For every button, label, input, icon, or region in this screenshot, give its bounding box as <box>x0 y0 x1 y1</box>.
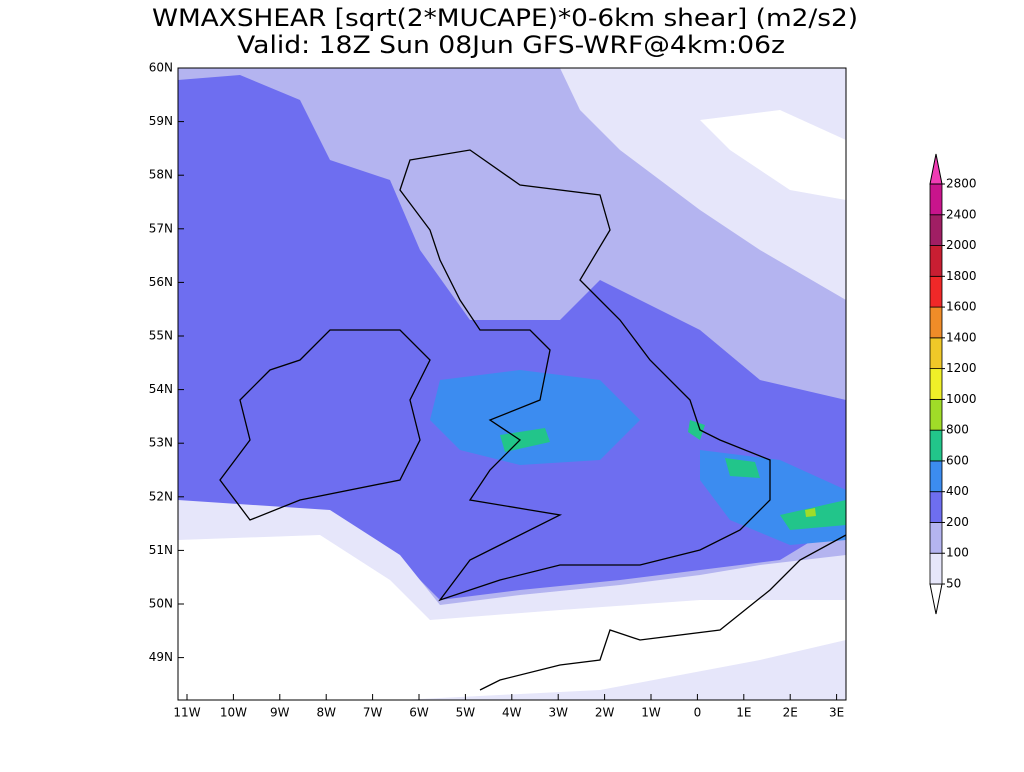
colorbar-label: 1800 <box>946 269 977 283</box>
colorbar-label: 50 <box>946 577 961 591</box>
colorbar-label: 800 <box>946 423 969 437</box>
lon-label: 7W <box>363 706 383 720</box>
colorbar-label: 2800 <box>946 176 977 190</box>
colorbar-label: 100 <box>946 546 969 560</box>
colorbar-label: 200 <box>946 515 969 529</box>
colorbar-label: 1200 <box>946 361 977 375</box>
lat-label: 57N <box>149 221 173 235</box>
lat-label: 58N <box>149 168 173 182</box>
lon-label: 0 <box>694 706 702 720</box>
lat-label: 52N <box>149 489 173 503</box>
colorbar-box <box>929 245 943 277</box>
lat-label: 56N <box>149 275 173 289</box>
lon-label: 1W <box>641 706 661 720</box>
lon-label: 2E <box>783 706 798 720</box>
colorbar-box <box>929 337 943 370</box>
colorbar: 50 100 200 400 600 800 1000 1200 1400 1600 1800 200… <box>929 153 977 615</box>
colorbar-under <box>929 583 943 615</box>
lon-label: 11W <box>173 706 200 720</box>
lon-label: 2W <box>595 706 615 720</box>
colorbar-label: 2400 <box>946 207 977 221</box>
coastline <box>399 149 771 602</box>
lon-label: 5W <box>456 706 476 720</box>
colorbar-box <box>929 183 943 216</box>
colorbar-box <box>929 398 943 431</box>
lat-label: 59N <box>149 114 173 128</box>
field-green <box>500 420 846 530</box>
colorbar-label: 1600 <box>946 300 977 314</box>
lon-label: 9W <box>270 706 290 720</box>
coastline <box>219 329 431 521</box>
field <box>178 68 846 700</box>
field-white <box>700 110 846 200</box>
coastline <box>479 534 846 691</box>
lat-label: 49N <box>149 650 173 664</box>
colorbar-label: 600 <box>946 453 969 467</box>
title: WMAXSHEAR [sqrt(2*MUCAPE)*0-6km shear] (… <box>152 4 858 32</box>
field-mid <box>178 75 846 600</box>
lat-label: 54N <box>149 382 173 396</box>
colorbar-box <box>929 214 943 246</box>
lat-label: 51N <box>149 543 173 557</box>
colorbar-over <box>929 153 943 185</box>
colorbar-box <box>929 491 943 523</box>
colorbar-label: 2000 <box>946 238 977 252</box>
subtitle: Valid: 18Z Sun 08Jun GFS-WRF@4km:06z <box>237 31 785 59</box>
lat-label: 60N <box>149 61 173 75</box>
colorbar-label: 1400 <box>946 330 977 344</box>
field-white-south <box>178 535 846 700</box>
colorbar-box <box>929 275 943 308</box>
colorbar-box <box>929 522 943 554</box>
colorbar-box <box>929 460 943 493</box>
field-blue <box>430 370 640 465</box>
colorbar-label: 1000 <box>946 392 977 406</box>
lon-label: 4W <box>502 706 522 720</box>
colorbar-box <box>929 306 943 339</box>
colorbar-box <box>929 368 943 400</box>
lat-label: 53N <box>149 436 173 450</box>
lon-label: 3W <box>548 706 568 720</box>
lat-label: 55N <box>149 329 173 343</box>
lon-label: 8W <box>316 706 336 720</box>
lon-label: 1E <box>736 706 751 720</box>
lon-label: 3E <box>829 706 844 720</box>
lon-label: 10W <box>220 706 247 720</box>
lat-label: 50N <box>149 597 173 611</box>
axes: 60N 59N 58N 57N 56N 55N 54N 53N 52N 51N 50N 49N 11W 1… <box>149 61 844 720</box>
field-yellowgreen <box>805 508 816 517</box>
colorbar-label: 400 <box>946 484 969 498</box>
colorbar-box <box>929 552 943 585</box>
colorbar-box <box>929 429 943 462</box>
lon-label: 6W <box>409 706 429 720</box>
